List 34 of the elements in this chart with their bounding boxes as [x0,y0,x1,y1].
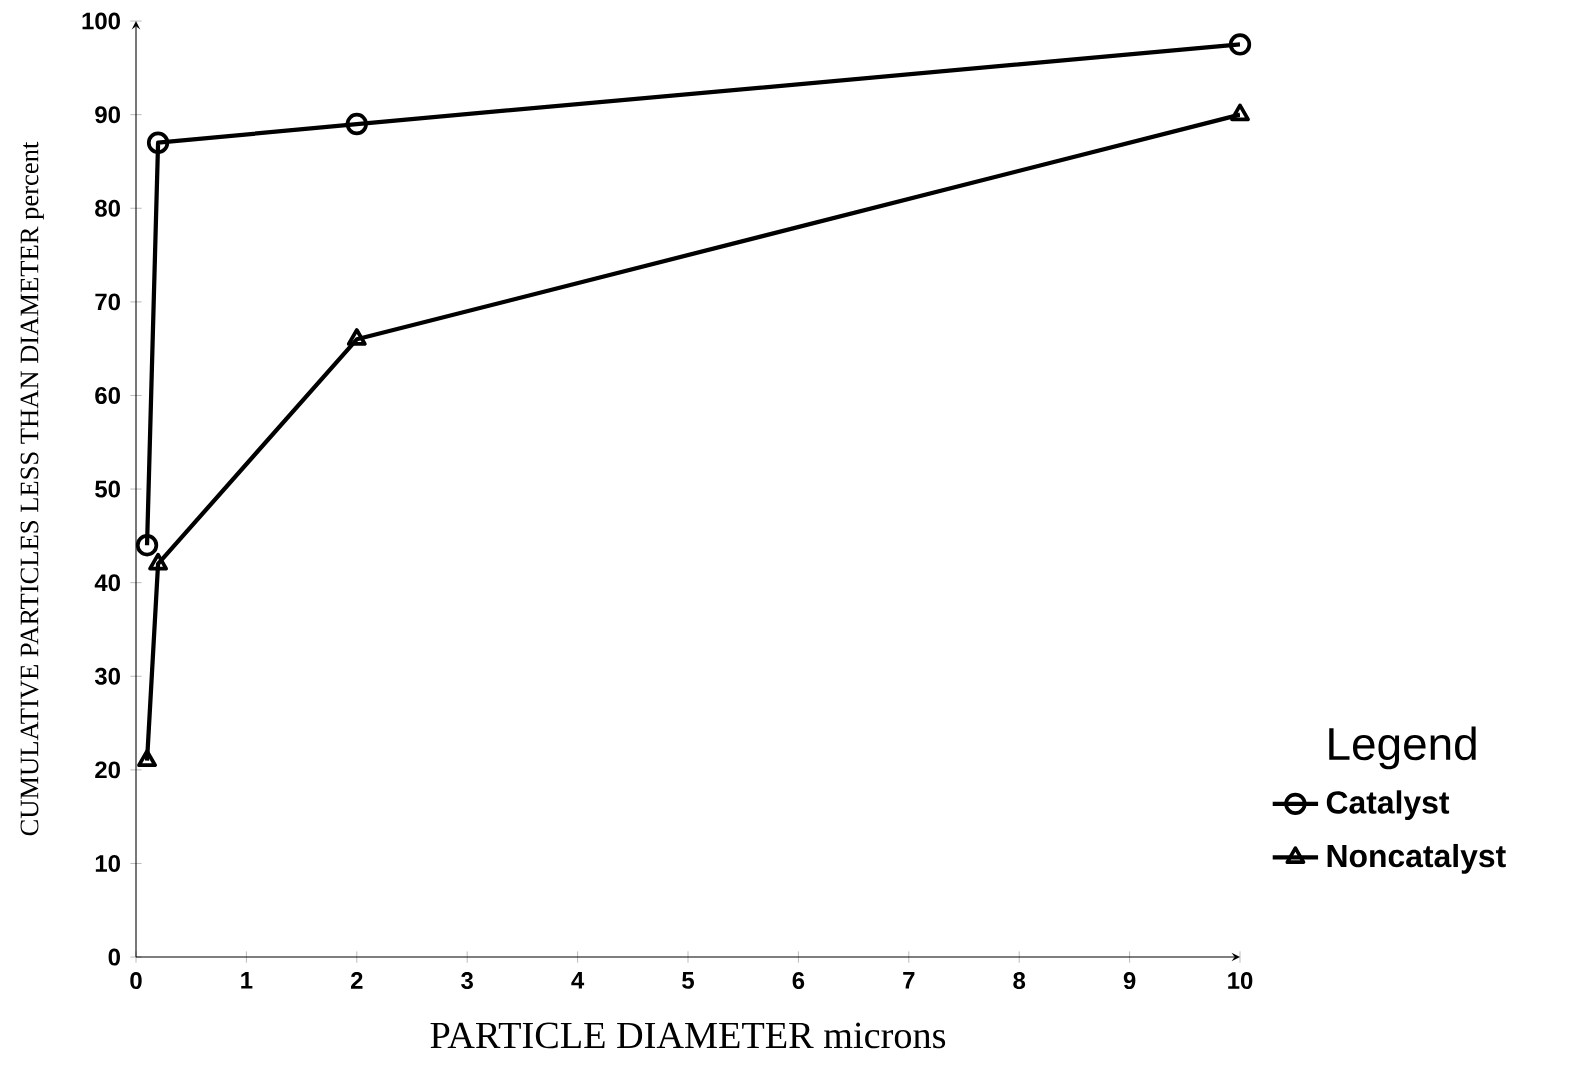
x-tick-label: 8 [1013,972,1026,990]
legend-label: Noncatalyst [1327,843,1506,874]
x-tick-label: 7 [903,972,915,989]
x-tick-label: 1 [241,972,253,989]
point [1228,33,1252,56]
y-tick-label: 70 [95,293,120,311]
y-tick-label: 40 [94,574,120,592]
x-tick-label: 4 [571,972,585,989]
point [346,328,367,346]
legend-title: Legend [1329,726,1476,770]
y-tick-label: 0 [108,948,120,966]
x-tick-label: 3 [461,972,473,990]
y-tick-label: 50 [95,480,120,498]
x-tick-label: 9 [1123,972,1136,990]
point [1230,103,1250,122]
x-tick-label: 5 [682,972,694,989]
x-tick-label: 2 [350,972,363,989]
y-tick-label: 100 [82,12,120,30]
point [148,552,168,571]
y-tick-label: 10 [95,854,120,872]
point [137,749,157,767]
point [146,131,170,154]
legend-label: Catalyst [1326,790,1450,820]
y-tick-label: 80 [95,199,120,217]
point [345,112,368,136]
x-axis-title: PARTICLE DIAMETER microns [430,1022,946,1049]
y-axis-title: CUMULATIVE PARTICLES LESS THAN DIAMETER percent [20,141,44,836]
x-tick-label: 0 [130,972,142,990]
y-tick-label: 20 [95,761,120,779]
y-tick-label: 90 [95,106,120,124]
y-tick-label: 30 [94,667,120,685]
y-tick-label: 60 [95,386,120,404]
x-tick-label: 10 [1228,972,1253,990]
x-tick-label: 6 [792,972,805,990]
